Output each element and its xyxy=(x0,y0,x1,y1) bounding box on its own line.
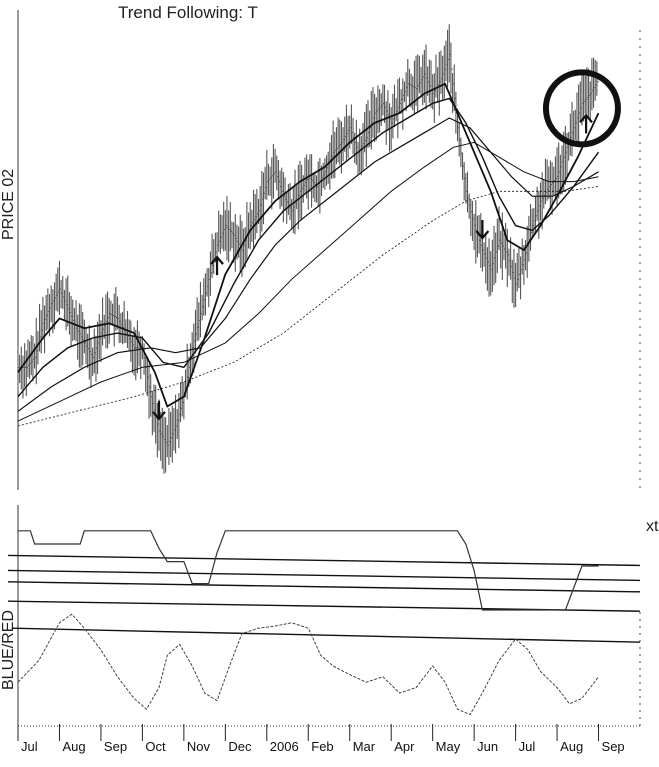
x-tick-label: Aug xyxy=(62,739,85,754)
moving-average-line xyxy=(17,141,599,422)
x-tick-label: Jul xyxy=(519,739,536,754)
step-indicator-panel xyxy=(7,505,641,620)
x-tick-label: Apr xyxy=(394,739,415,754)
x-tick-label: Sep xyxy=(104,739,127,754)
oscillator-panel xyxy=(11,607,641,730)
moving-average-line xyxy=(17,82,600,408)
x-tick-label: Oct xyxy=(145,739,166,754)
x-tick-label: Sep xyxy=(602,739,625,754)
x-tick-label: Jul xyxy=(21,739,38,754)
x-tick-label: Nov xyxy=(187,739,211,754)
left-axis-label-lower: BLUE/RED xyxy=(0,610,17,690)
chart-title: Trend Following: T xyxy=(118,3,258,22)
step-reference-line xyxy=(7,554,641,567)
signal-arrow-down xyxy=(475,220,490,240)
x-axis: Jul Aug Sep Oct Nov Dec 2006 Feb Mar Apr May Jun Jul… xyxy=(17,724,640,754)
oscillator-line xyxy=(17,613,599,716)
step-reference-line xyxy=(7,581,641,593)
signal-arrow-up xyxy=(210,255,224,276)
x-tick-label: May xyxy=(436,739,461,754)
moving-average-line xyxy=(17,117,599,412)
price-panel xyxy=(17,10,641,490)
moving-average-line xyxy=(17,186,599,427)
x-tick-label: 2006 xyxy=(270,739,299,754)
oscillator-reference-line xyxy=(11,627,641,643)
right-edge-label: xt xyxy=(646,518,659,535)
signal-arrow-down xyxy=(152,400,166,421)
x-tick-label: Dec xyxy=(228,739,252,754)
step-reference-line xyxy=(7,569,641,582)
x-tick-label: Jun xyxy=(477,739,498,754)
highlight-circle xyxy=(542,69,621,148)
step-indicator-line xyxy=(18,530,599,611)
x-tick-label: Mar xyxy=(353,739,376,754)
x-tick-label: Aug xyxy=(560,739,583,754)
x-tick-label: Feb xyxy=(311,739,333,754)
signal-arrow-up xyxy=(579,113,593,134)
left-axis-label: PRICE 02 xyxy=(0,169,17,240)
moving-average-line xyxy=(17,97,600,398)
